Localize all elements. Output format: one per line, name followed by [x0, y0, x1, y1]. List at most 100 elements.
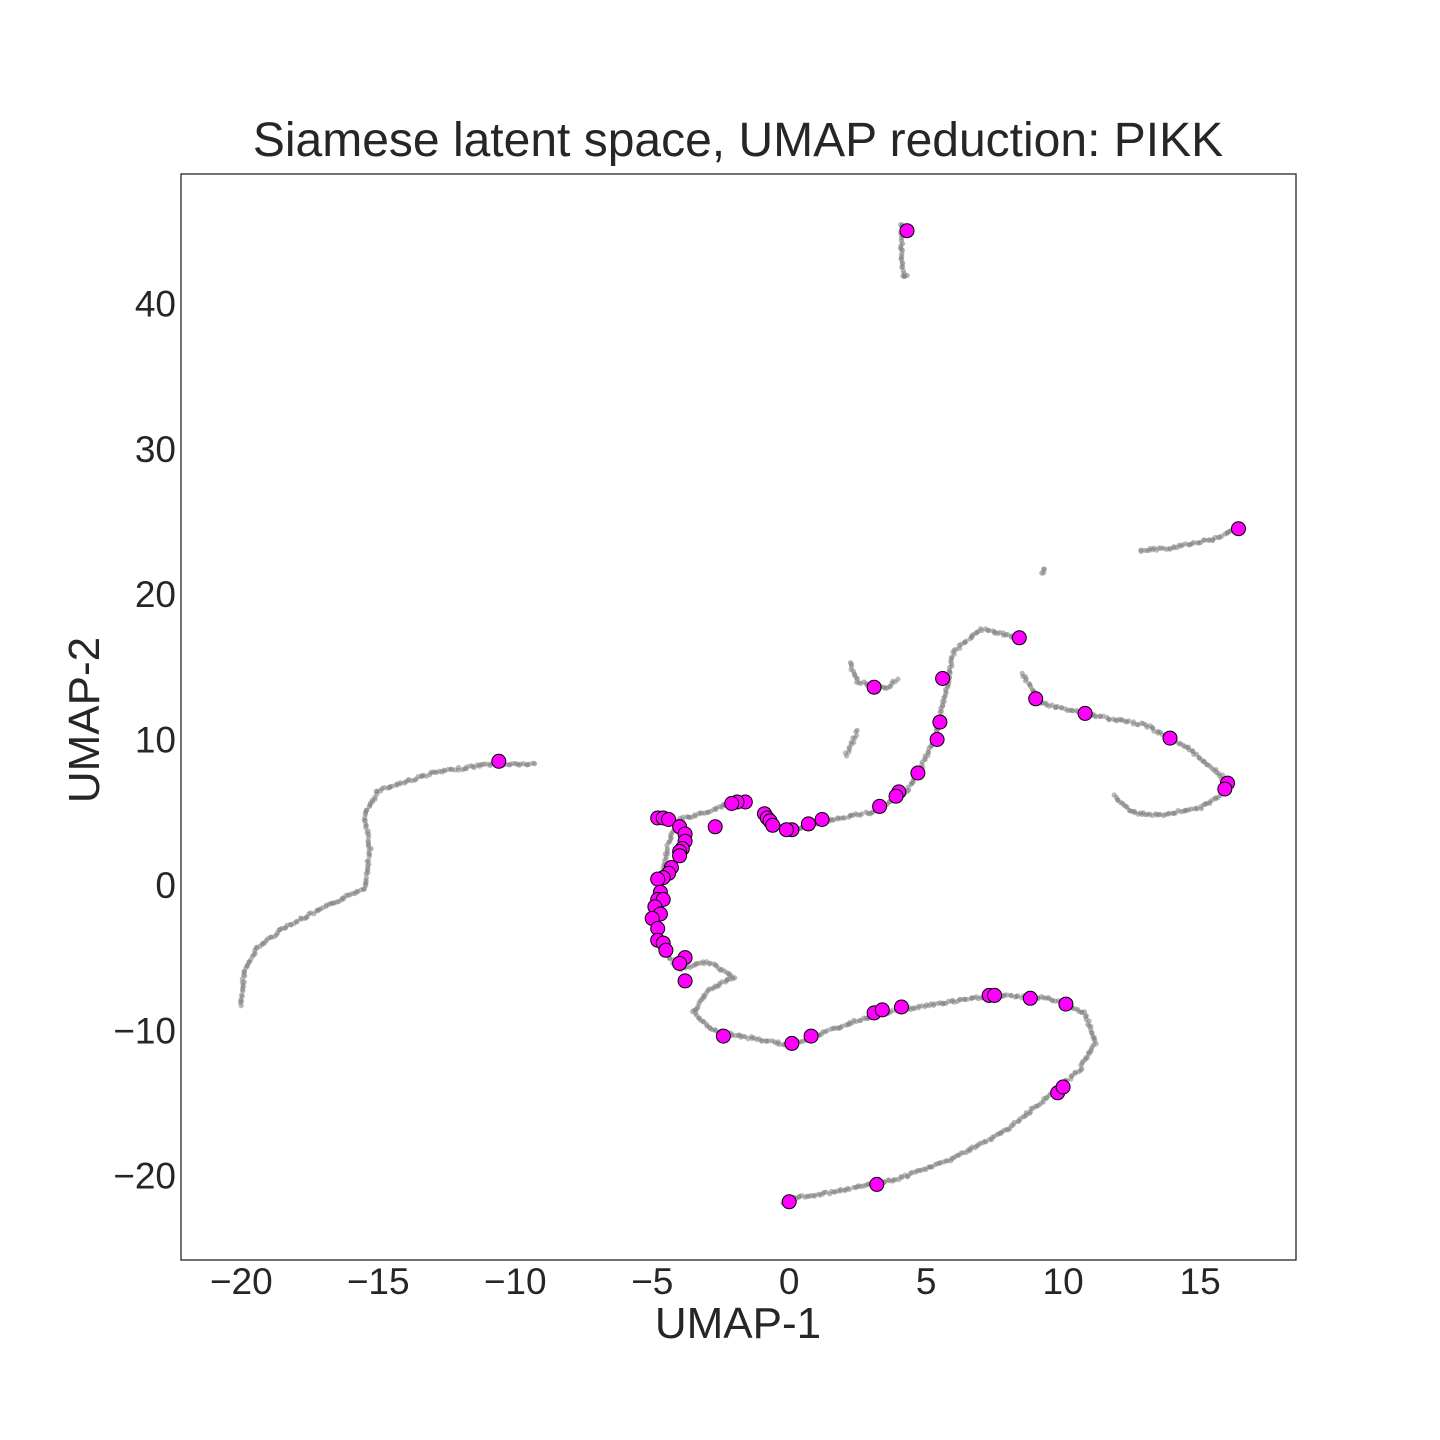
- background-point: [662, 858, 668, 864]
- y-tick-label: 10: [135, 720, 176, 761]
- background-point: [911, 1005, 917, 1012]
- background-point: [1004, 631, 1011, 638]
- highlight-point: [784, 1035, 800, 1051]
- background-point: [859, 811, 865, 817]
- background-point: [729, 1032, 735, 1039]
- background-point: [532, 761, 538, 767]
- highlight-point: [874, 1002, 890, 1018]
- x-tick-label: −15: [347, 1261, 410, 1302]
- highlight-point: [910, 765, 926, 781]
- highlight-point: [803, 1028, 819, 1044]
- highlight-point: [1011, 630, 1027, 646]
- background-point: [963, 638, 969, 644]
- highlight-point: [781, 1194, 797, 1210]
- x-tick-label: −10: [484, 1261, 547, 1302]
- background-point: [1072, 1070, 1078, 1076]
- highlight-point: [707, 819, 723, 835]
- highlight-point: [650, 871, 666, 887]
- plot-area: [180, 173, 1297, 1261]
- y-tick-label: 20: [135, 574, 176, 615]
- background-point: [1151, 728, 1157, 734]
- highlight-point: [1162, 730, 1178, 746]
- x-tick-label: 5: [916, 1261, 937, 1302]
- y-tick-label: 0: [155, 865, 176, 906]
- background-point: [964, 996, 970, 1003]
- y-tick-label: −10: [113, 1010, 176, 1051]
- highlight-point: [866, 679, 882, 695]
- background-point: [898, 256, 904, 262]
- background-point: [1015, 993, 1021, 999]
- chart-title: Siamese latent space, UMAP reduction: PI…: [253, 114, 1223, 167]
- background-point: [684, 814, 690, 820]
- background-point: [397, 780, 404, 786]
- background-point: [1039, 570, 1045, 576]
- highlight-point: [672, 955, 688, 971]
- background-point: [526, 761, 533, 767]
- highlight-point: [658, 942, 674, 958]
- y-tick-label: −20: [113, 1156, 176, 1197]
- x-tick-label: 0: [779, 1261, 800, 1302]
- background-point: [1170, 810, 1176, 816]
- background-point: [842, 1187, 848, 1193]
- x-axis-label: UMAP-1: [655, 1299, 821, 1348]
- background-point: [850, 735, 856, 741]
- background-point: [776, 1041, 783, 1047]
- background-point: [365, 858, 371, 864]
- highlight-point: [1028, 691, 1044, 707]
- x-tick-label: 15: [1180, 1261, 1221, 1302]
- highlight-point: [814, 812, 830, 827]
- highlight-point: [724, 796, 740, 811]
- background-point: [1023, 678, 1029, 684]
- highlight-points: [491, 223, 1246, 1210]
- highlight-point: [1058, 996, 1074, 1012]
- highlight-point: [800, 816, 816, 832]
- x-tick-label: −5: [631, 1261, 673, 1302]
- y-tick-label: 40: [135, 283, 176, 324]
- background-point: [816, 1191, 822, 1197]
- background-point: [1198, 806, 1204, 812]
- x-tick-label: 10: [1043, 1261, 1084, 1302]
- background-point: [831, 817, 837, 823]
- highlight-point: [715, 1028, 731, 1044]
- background-point: [364, 807, 370, 813]
- background-point: [294, 918, 300, 925]
- highlight-point: [869, 1176, 885, 1192]
- background-point: [1130, 719, 1137, 725]
- background-point: [1126, 718, 1132, 724]
- highlight-point: [765, 817, 781, 833]
- x-tick-label: −20: [210, 1261, 273, 1302]
- background-point: [1004, 992, 1010, 998]
- highlight-point: [1022, 990, 1038, 1006]
- x-axis-ticks: −20 −15 −10 −5 0 5 10 15: [210, 1261, 1221, 1302]
- highlight-point: [899, 223, 915, 239]
- plot-frame: [180, 173, 1297, 1261]
- background-point: [1106, 717, 1112, 723]
- background-point: [839, 1023, 845, 1029]
- background-point: [455, 764, 462, 771]
- background-point: [1068, 1076, 1074, 1082]
- background-point: [759, 1038, 765, 1044]
- background-point: [895, 676, 901, 682]
- highlight-point: [1217, 781, 1233, 797]
- highlight-point: [888, 788, 904, 804]
- background-point: [1191, 539, 1197, 546]
- highlight-point: [929, 732, 945, 747]
- background-point: [389, 783, 395, 789]
- highlight-point: [1231, 521, 1246, 537]
- background-point: [904, 272, 910, 278]
- highlight-point: [872, 798, 888, 814]
- background-point: [239, 992, 245, 998]
- highlight-point: [677, 973, 693, 989]
- background-point: [363, 875, 369, 881]
- background-point: [986, 627, 992, 634]
- highlight-point: [661, 812, 677, 827]
- highlight-point: [1055, 1079, 1071, 1095]
- y-tick-label: 30: [135, 429, 176, 470]
- background-point: [889, 1008, 895, 1014]
- highlight-point: [491, 753, 507, 769]
- highlight-point: [672, 848, 688, 864]
- highlight-point: [987, 987, 1003, 1003]
- highlight-point: [894, 999, 909, 1015]
- background-point: [766, 1038, 772, 1044]
